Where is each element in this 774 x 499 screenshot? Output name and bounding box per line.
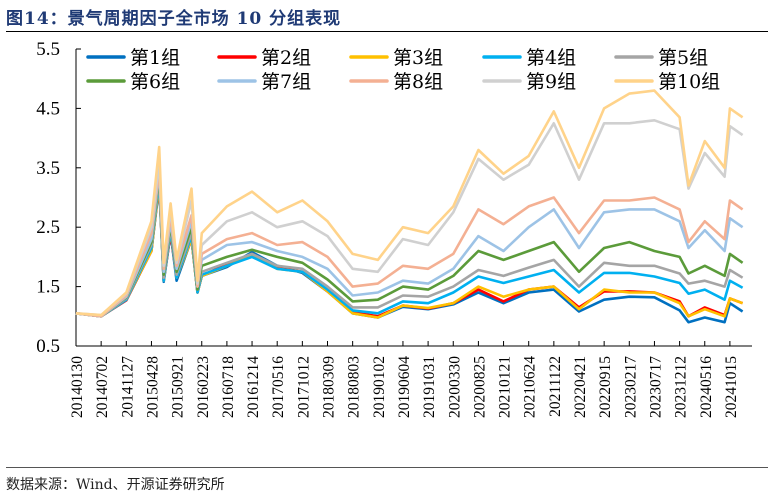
y-tick-label: 5.5 [36,39,60,60]
legend-label-5: 第5组 [658,47,708,69]
x-tick-label: 20171012 [295,356,312,418]
title-divider [6,31,768,32]
series-line-9 [75,119,744,317]
legend-label-7: 第7组 [261,71,311,93]
x-tick-label: 20170516 [270,356,287,418]
x-tick-label: 20190604 [396,356,413,418]
y-tick-label: 2.5 [36,217,60,238]
x-tick-label: 20220421 [572,356,589,418]
x-tick-label: 20200330 [446,356,463,418]
x-tick-label: 20191031 [421,356,438,418]
x-tick-label: 20241015 [723,356,740,418]
legend-label-2: 第2组 [261,47,311,69]
x-tick-label: 20150428 [144,356,161,418]
legend-label-4: 第4组 [526,47,576,69]
x-tick-label: 20180803 [346,356,363,418]
series-line-10 [75,89,744,317]
x-tick-label: 20220915 [597,356,614,418]
legend-label-1: 第1组 [130,47,180,69]
y-tick-label: 3.5 [36,158,60,179]
x-tick-label: 20140130 [69,356,86,418]
legend-label-3: 第3组 [393,47,443,69]
footer-divider [6,467,768,468]
x-tick-label: 20210624 [522,356,539,418]
x-tick-label: 20230217 [622,356,639,418]
x-tick-label: 20150921 [170,356,187,418]
legend-label-9: 第9组 [526,71,576,93]
x-tick-label: 20231212 [673,356,690,418]
x-tick-label: 20210121 [497,356,514,418]
x-tick-label: 20141127 [119,356,136,418]
x-tick-label: 20211122 [547,356,564,417]
figure-title: 图14：景气周期因子全市场 10 分组表现 [6,9,342,29]
y-tick-label: 1.5 [36,277,60,298]
legend-label-10: 第10组 [658,71,720,93]
x-tick-label: 20190102 [371,356,388,418]
x-tick-label: 20160223 [195,356,212,418]
x-tick-label: 20240516 [698,356,715,418]
x-tick-label: 20160718 [220,356,237,418]
y-tick-label: 4.5 [36,98,60,119]
legend-label-8: 第8组 [393,71,443,93]
legend-label-6: 第6组 [130,71,180,93]
x-tick-label: 20230717 [647,356,664,418]
y-tick-label: 0.5 [36,336,60,357]
source-note: 数据来源：Wind、开源证券研究所 [6,477,225,493]
x-tick-label: 20180309 [321,356,338,418]
x-tick-label: 20140702 [94,356,111,418]
x-tick-label: 20161214 [245,356,262,418]
x-tick-label: 20200825 [471,356,488,418]
